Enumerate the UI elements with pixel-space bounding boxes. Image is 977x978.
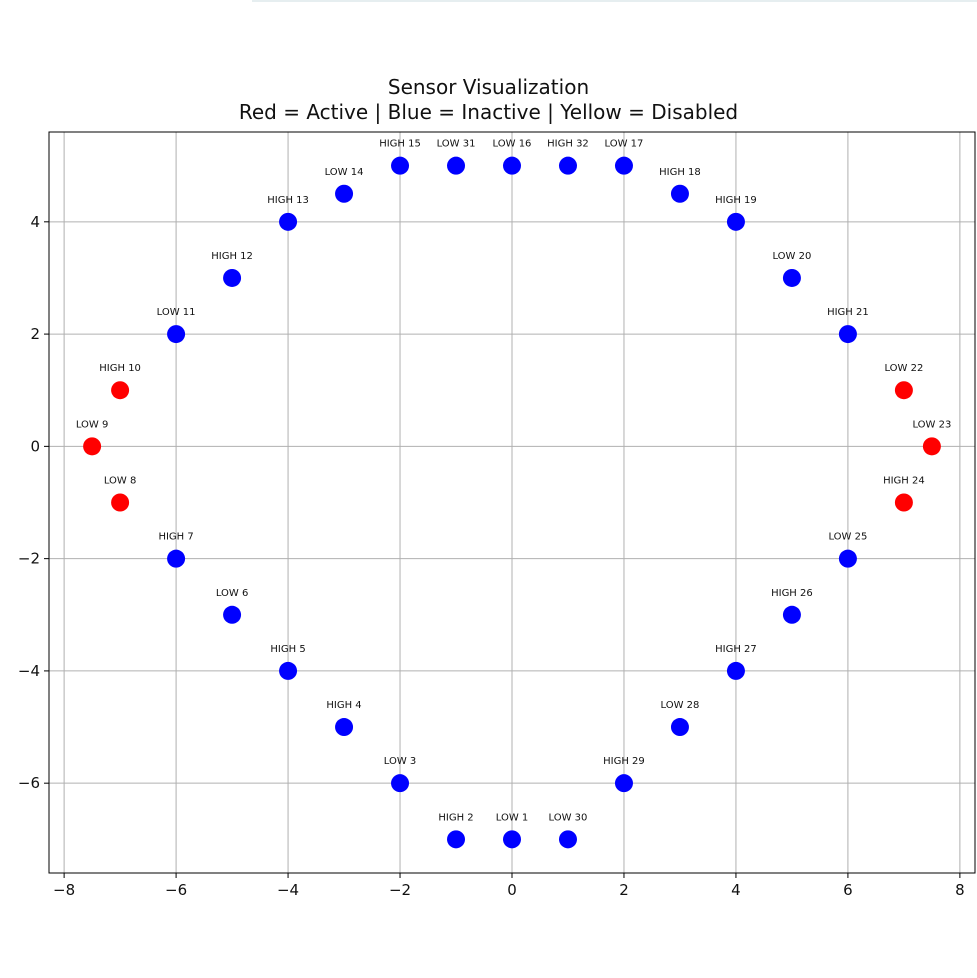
sensor-point [167,325,186,344]
sensor-label: HIGH 2 [438,812,473,823]
sensor-point [614,156,633,175]
sensor-label: HIGH 5 [270,644,305,655]
sensor-point [111,493,130,512]
x-tick-label: −6 [165,881,187,899]
sensor-label: LOW 11 [157,307,196,318]
sensor-point [726,661,745,680]
sensor-label: LOW 25 [828,532,867,543]
sensor-label: LOW 23 [912,419,951,430]
sensor-point [838,549,857,568]
sensor-label: HIGH 24 [883,476,925,487]
sensor-label: LOW 31 [437,139,476,150]
sensor-label: LOW 14 [325,167,364,178]
y-tick-label: −2 [18,550,40,568]
sensor-label: HIGH 15 [379,139,421,150]
sensor-label: HIGH 10 [99,363,141,374]
sensor-label: LOW 30 [549,812,588,823]
x-tick-label: −2 [389,881,411,899]
sensor-point [782,268,801,287]
point-labels: LOW 1 HIGH 2 LOW 3 HIGH 4 HIGH 5 LOW 6 HIGH 7 L… [76,139,951,824]
sensor-label: LOW 17 [605,139,644,150]
x-tick-label: 0 [507,881,517,899]
sensor-point [670,718,689,737]
sensor-point [335,718,354,737]
sensor-point [503,830,521,849]
sensor-point [782,605,801,624]
sensor-label: LOW 6 [216,588,249,599]
sensor-point [447,156,466,175]
sensor-label: LOW 22 [884,363,923,374]
sensor-point [503,156,521,175]
sensor-point [111,381,130,400]
x-tick-label: 6 [843,881,853,899]
sensor-label: HIGH 18 [659,167,701,178]
x-tick-label: 2 [619,881,629,899]
sensor-label: HIGH 27 [715,644,757,655]
axis-ticks: −8 −6 −4 −2 0 2 4 6 8 −6 −4 −2 0 2 4 [18,213,965,899]
sensor-point [558,156,577,175]
x-tick-label: 4 [731,881,741,899]
sensor-label: HIGH 13 [267,195,309,206]
sensor-point [391,156,410,175]
sensor-label: LOW 8 [104,476,137,487]
sensor-point [894,381,913,400]
sensor-label: LOW 20 [772,251,811,262]
sensor-point [223,268,242,287]
sensor-point [223,605,242,624]
sensor-point [614,774,633,793]
sensor-label: HIGH 19 [715,195,757,206]
y-tick-label: −6 [18,774,40,792]
sensor-label: HIGH 12 [211,251,253,262]
sensor-point [279,661,298,680]
sensor-point [922,437,941,456]
sensor-label: HIGH 29 [603,756,645,767]
sensor-point [726,212,745,231]
y-tick-label: 2 [30,325,40,343]
sensor-label: LOW 16 [493,139,532,150]
chart-subtitle: Red = Active | Blue = Inactive | Yellow … [238,100,739,124]
sensor-label: HIGH 26 [771,588,813,599]
sensor-point [447,830,466,849]
sensor-label: HIGH 21 [827,307,869,318]
x-tick-label: −4 [277,881,299,899]
x-tick-label: −8 [53,881,75,899]
window-top-strip [252,0,977,2]
sensor-label: LOW 3 [384,756,417,767]
sensor-point [391,774,410,793]
chart-title: Sensor Visualization [387,75,590,99]
sensor-label: LOW 1 [496,812,529,823]
sensor-point [670,184,689,203]
y-tick-label: −4 [18,662,40,680]
sensor-point [558,830,577,849]
sensor-label: HIGH 4 [326,700,361,711]
sensor-point [167,549,186,568]
sensor-label: HIGH 7 [158,532,193,543]
data-points [83,156,941,849]
sensor-label: LOW 28 [661,700,700,711]
sensor-point [894,493,913,512]
sensor-label: HIGH 32 [547,139,589,150]
sensor-point [83,437,102,456]
sensor-point [279,212,298,231]
y-tick-label: 4 [30,213,40,231]
grid-layer [49,132,975,873]
x-tick-label: 8 [955,881,965,899]
sensor-point [335,184,354,203]
y-tick-label: 0 [30,437,40,455]
sensor-point [838,325,857,344]
sensor-label: LOW 9 [76,419,109,430]
